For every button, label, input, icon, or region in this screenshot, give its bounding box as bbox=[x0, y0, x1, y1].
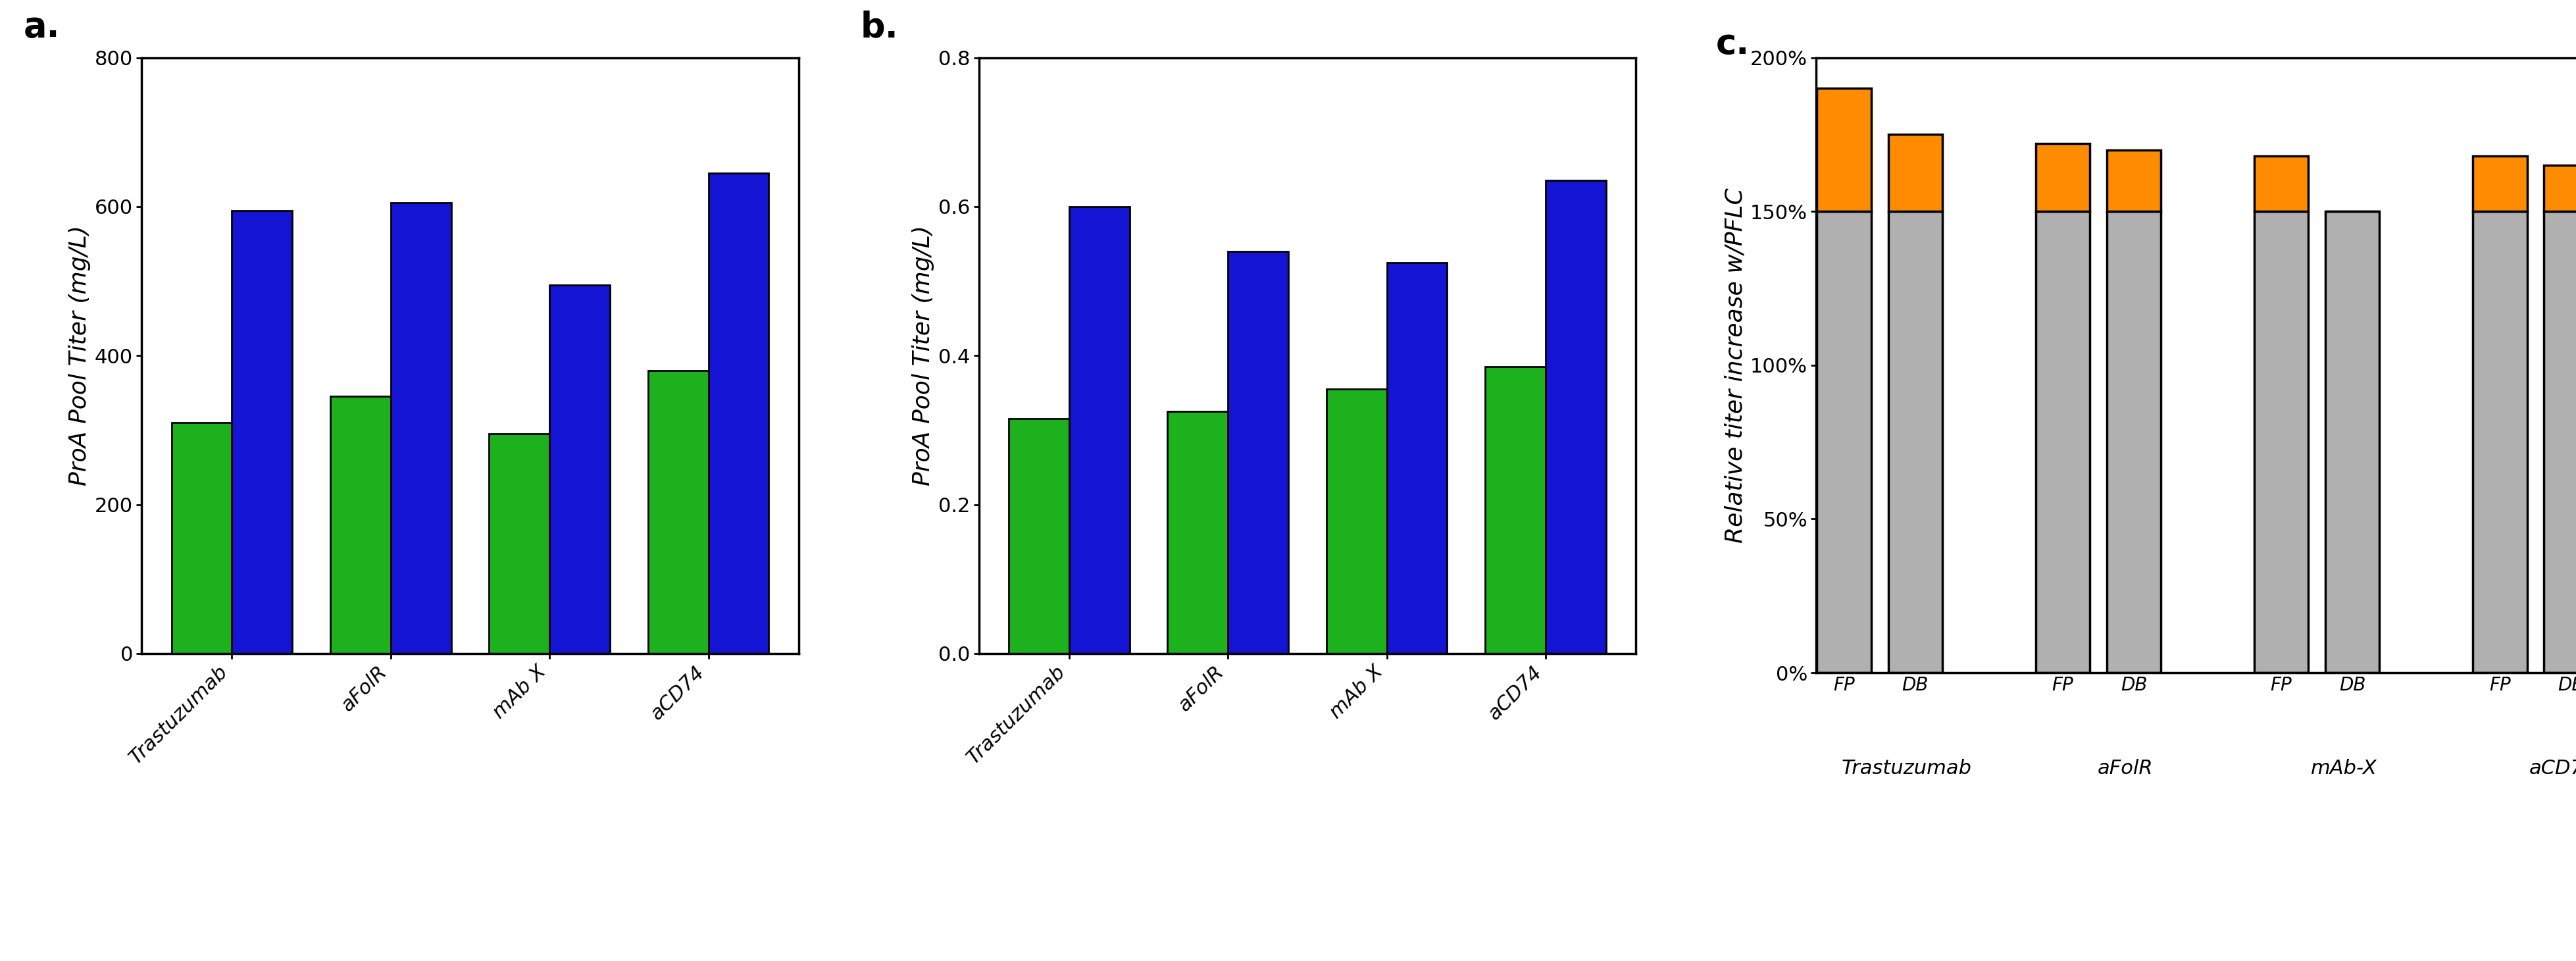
Y-axis label: ProA Pool Titer (mg/L): ProA Pool Titer (mg/L) bbox=[70, 225, 90, 486]
Text: b.: b. bbox=[860, 10, 899, 44]
Bar bbox=[2326, 211, 2380, 673]
Bar bbox=[1069, 207, 1128, 653]
Text: aCD74: aCD74 bbox=[2530, 759, 2576, 777]
Bar bbox=[2107, 150, 2161, 211]
Bar bbox=[489, 433, 549, 653]
Bar bbox=[2473, 211, 2527, 673]
Y-axis label: Relative titer increase w/PFLC: Relative titer increase w/PFLC bbox=[1723, 187, 1747, 543]
Text: aFolR: aFolR bbox=[2097, 759, 2154, 777]
Bar bbox=[173, 423, 232, 653]
Bar bbox=[2545, 165, 2576, 211]
Bar bbox=[1167, 411, 1229, 653]
Bar bbox=[232, 210, 291, 653]
Bar bbox=[1327, 389, 1386, 653]
Bar bbox=[330, 397, 392, 653]
Bar bbox=[2035, 211, 2089, 673]
Bar bbox=[2035, 144, 2089, 211]
Bar bbox=[1888, 211, 1942, 673]
Y-axis label: ProA Pool Titer (mg/L): ProA Pool Titer (mg/L) bbox=[912, 225, 935, 486]
Bar bbox=[1386, 262, 1448, 653]
Bar bbox=[649, 371, 708, 653]
Bar bbox=[1010, 419, 1069, 653]
Bar bbox=[1888, 135, 1942, 211]
Bar bbox=[708, 173, 768, 653]
Bar bbox=[1486, 367, 1546, 653]
Bar bbox=[2473, 156, 2527, 211]
Bar bbox=[2254, 156, 2308, 211]
Bar bbox=[1816, 88, 1870, 211]
Bar bbox=[1229, 252, 1288, 653]
Text: mAb-X: mAb-X bbox=[2311, 759, 2378, 777]
Text: c.: c. bbox=[1716, 27, 1749, 62]
Bar bbox=[1816, 211, 1870, 673]
Bar bbox=[1546, 181, 1605, 653]
Bar bbox=[2254, 211, 2308, 673]
Bar bbox=[549, 284, 611, 653]
Bar bbox=[2107, 211, 2161, 673]
Text: Trastuzumab: Trastuzumab bbox=[1842, 759, 1971, 777]
Text: a.: a. bbox=[23, 10, 59, 44]
Bar bbox=[392, 203, 451, 653]
Bar bbox=[2545, 211, 2576, 673]
